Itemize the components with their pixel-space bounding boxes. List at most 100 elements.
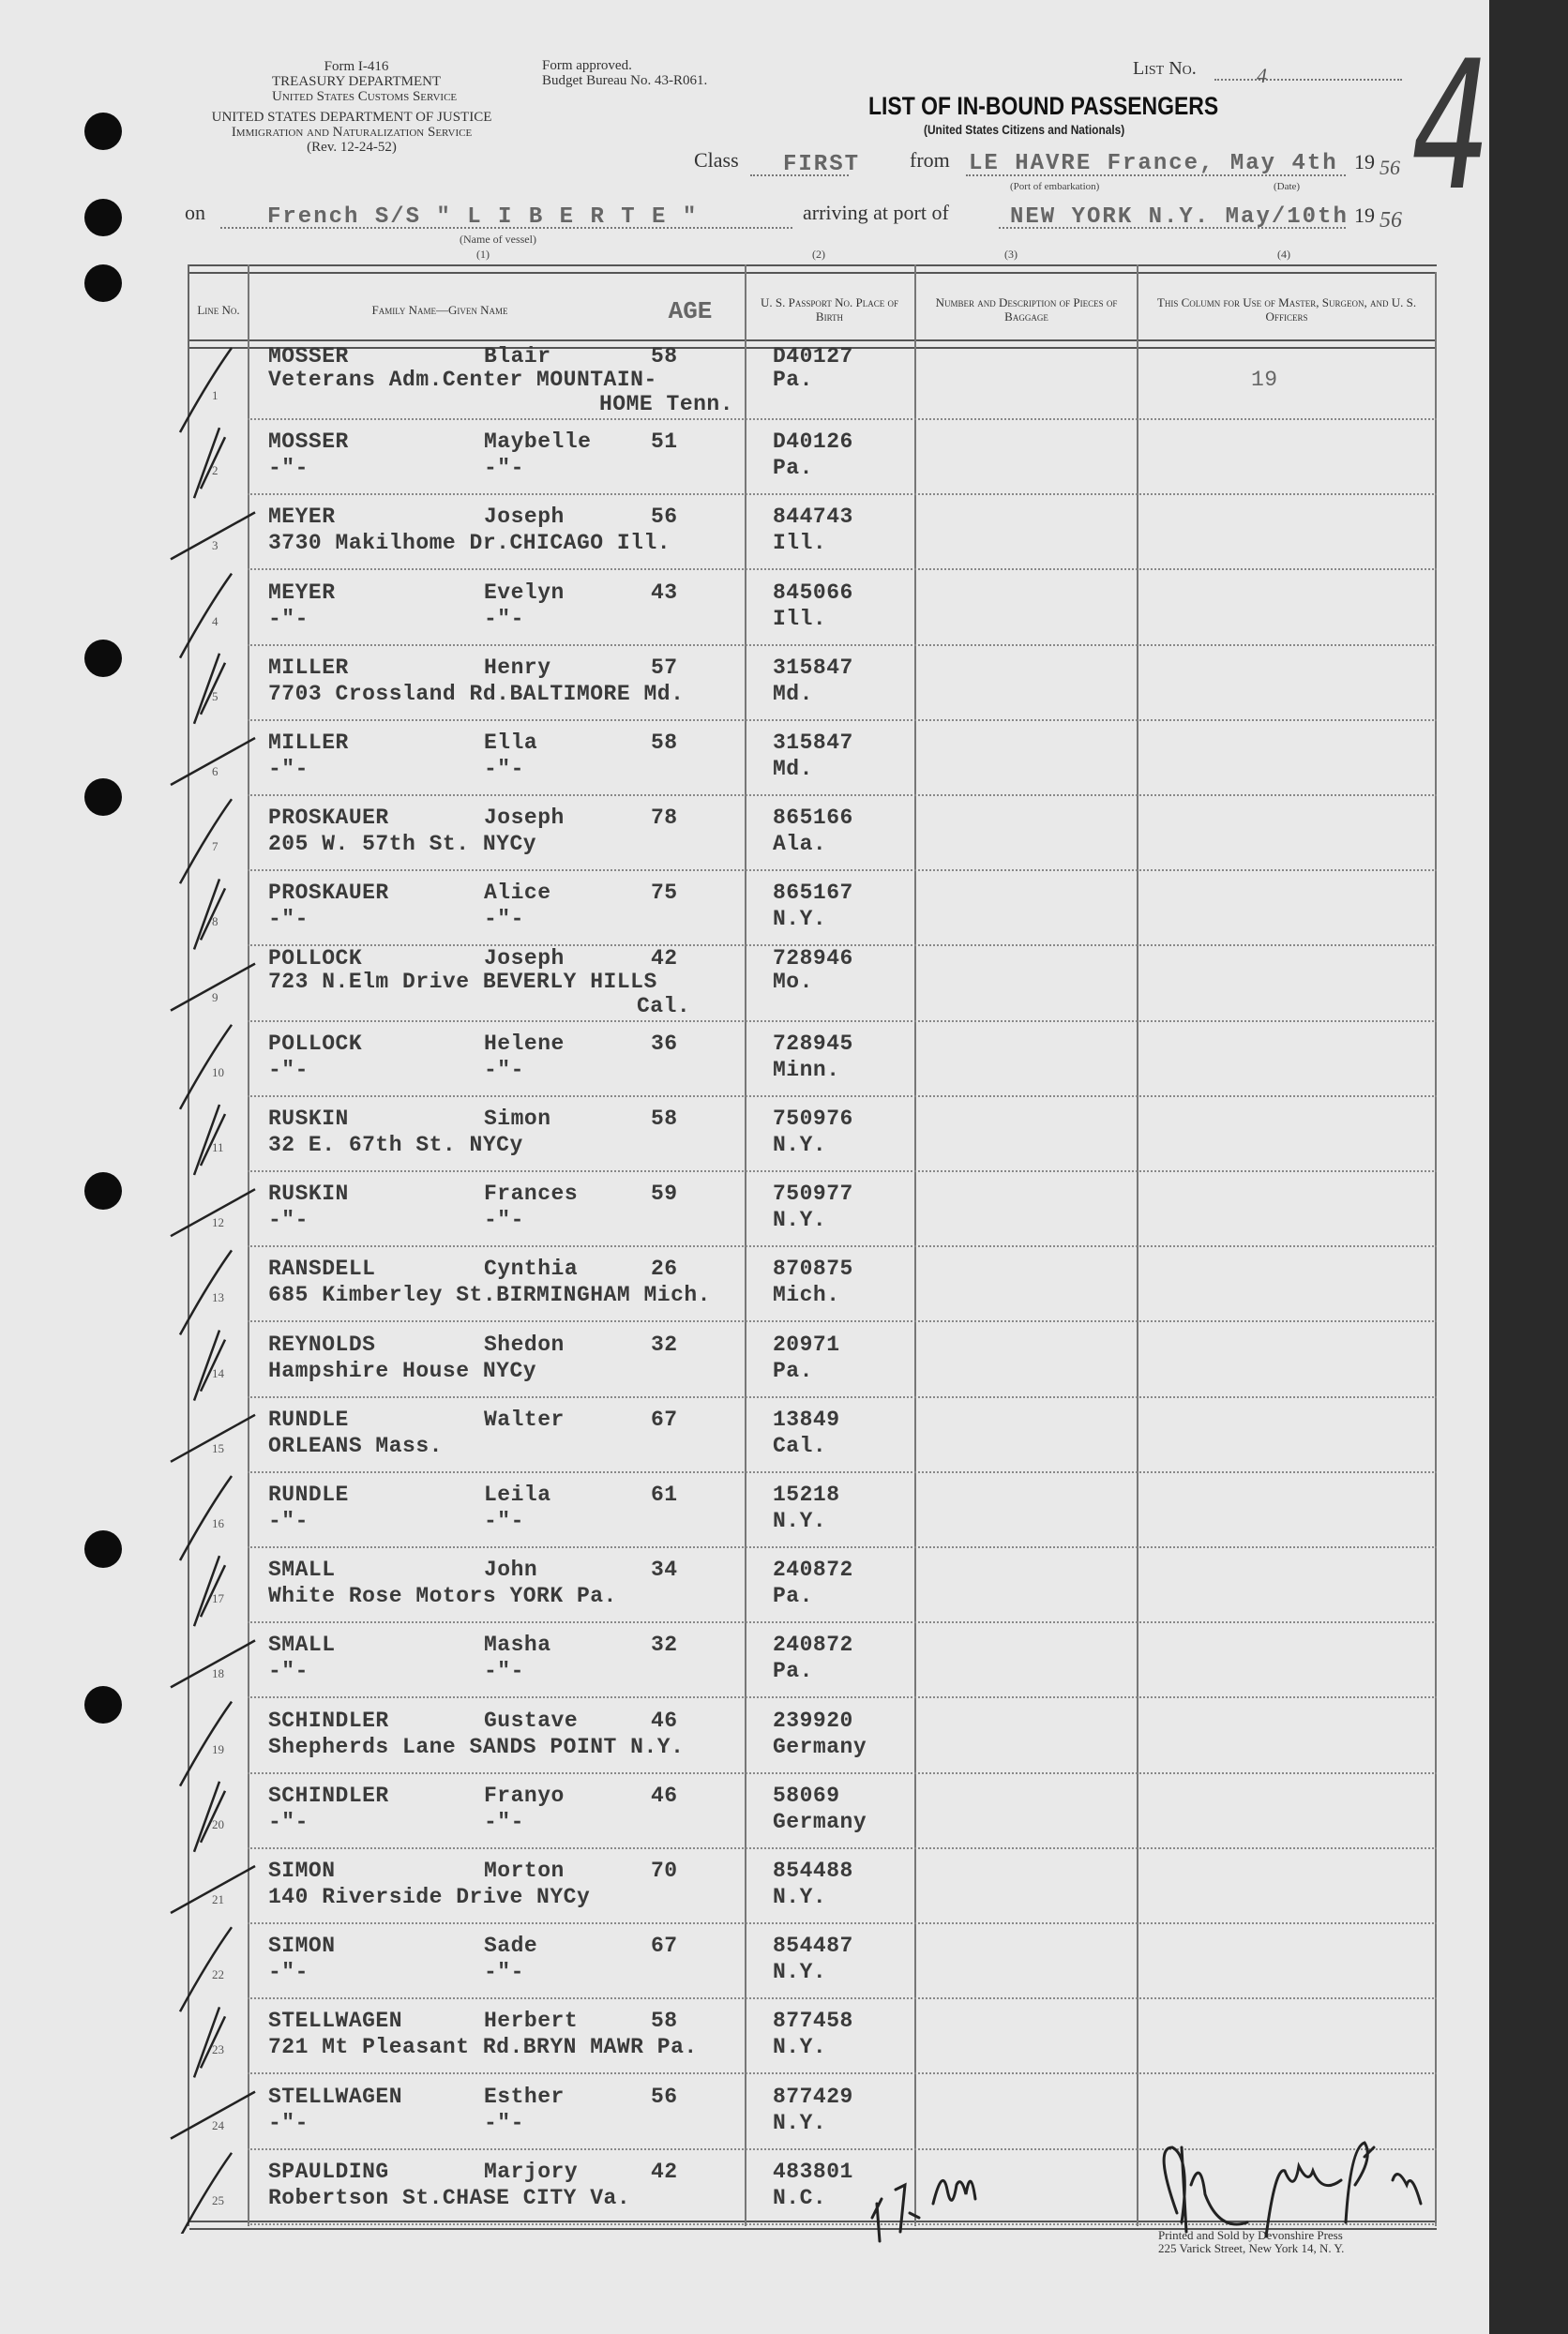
- age: 57: [651, 655, 678, 680]
- address: 32 E. 67th St. NYCy: [268, 1133, 523, 1157]
- given-name: Gustave: [484, 1708, 579, 1733]
- passport-number: 240872: [773, 1633, 853, 1658]
- table-row: SMALL Masha 32 240872 -"- -"- Pa. 18: [212, 1621, 1437, 1699]
- address: White Rose Motors YORK Pa.: [268, 1584, 617, 1609]
- check-mark: [170, 1639, 256, 1689]
- passport-number: 58069: [773, 1783, 840, 1808]
- given-name: Esther: [484, 2084, 565, 2109]
- family-name: RUNDLE: [268, 1483, 349, 1507]
- table-row: MEYER Evelyn 43 845066 -"- -"- Ill. 4: [212, 569, 1437, 646]
- page-subtitle: (United States Citizens and Nationals): [924, 122, 1125, 137]
- line-number: 11: [212, 1140, 224, 1154]
- age: 61: [651, 1483, 678, 1507]
- date-caption: (Date): [1274, 181, 1301, 192]
- family-name: RUNDLE: [268, 1407, 349, 1432]
- printer-imprint: Printed and Sold by Devonshire Press 225…: [1158, 2228, 1344, 2256]
- line-number: 14: [212, 1365, 224, 1380]
- check-mark: [180, 2152, 234, 2234]
- address: 723 N.Elm Drive BEVERLY HILLS: [268, 969, 657, 994]
- passport-number: 315847: [773, 730, 853, 755]
- punch-hole: [84, 1530, 122, 1568]
- address-continuation: Cal.: [637, 993, 691, 1018]
- list-no-value: 4: [1257, 64, 1267, 87]
- place-of-birth: Mo.: [773, 969, 813, 994]
- col-ref-2: (2): [812, 248, 825, 261]
- document-page: Form I-416 TREASURY DEPARTMENT United St…: [0, 0, 1491, 2334]
- check-mark: [170, 2090, 256, 2140]
- given-name: Leila: [484, 1483, 551, 1507]
- family-name: MOSSER: [268, 344, 349, 369]
- address: -"-: [268, 1509, 309, 1533]
- given-name-ditto: -"-: [484, 456, 524, 481]
- family-name: SIMON: [268, 1934, 336, 1959]
- family-name: POLLOCK: [268, 945, 363, 971]
- year-prefix: 19: [1354, 150, 1375, 173]
- table-row: POLLOCK Helene 36 728945 -"- -"- Minn. 10: [212, 1020, 1437, 1097]
- check-mark: [170, 962, 256, 1012]
- given-name: John: [484, 1558, 538, 1583]
- vessel-caption: (Name of vessel): [460, 233, 536, 246]
- handwritten-signatures: [870, 2141, 1423, 2243]
- given-name: Sade: [484, 1934, 538, 1959]
- line-number: 20: [212, 1816, 224, 1831]
- check-mark: [178, 572, 234, 659]
- budget-bureau: Budget Bureau No. 43-R061.: [542, 72, 708, 88]
- place-of-birth: Ala.: [773, 832, 827, 857]
- table-row: PROSKAUER Joseph 78 865166 205 W. 57th St. N…: [212, 794, 1437, 872]
- col-divider: [1435, 272, 1437, 2226]
- table-row: MILLER Ella 58 315847 -"- -"- Md. 6: [212, 719, 1437, 796]
- line-number: 1: [212, 388, 219, 402]
- address: -"-: [268, 907, 309, 932]
- given-name: Morton: [484, 1859, 565, 1883]
- check-mark: [192, 1781, 227, 1853]
- age: 32: [651, 1633, 678, 1658]
- age: 75: [651, 881, 678, 906]
- place-of-birth: N.Y.: [773, 1885, 827, 1909]
- ins-label: Immigration and Naturalization Service: [231, 124, 473, 140]
- line-number: 23: [212, 2042, 224, 2057]
- given-name: Simon: [484, 1107, 551, 1131]
- from-label: from: [910, 148, 950, 172]
- age: 36: [651, 1031, 678, 1056]
- table-row: MILLER Henry 57 315847 7703 Crossland Rd.BAL…: [212, 644, 1437, 721]
- address: -"-: [268, 1960, 309, 1985]
- family-name: PROSKAUER: [268, 806, 389, 831]
- passport-number: 239920: [773, 1708, 853, 1733]
- table-row: SMALL John 34 240872 White Rose Motors YORK …: [212, 1546, 1437, 1624]
- passport-number: 240872: [773, 1558, 853, 1583]
- punch-hole: [84, 1172, 122, 1210]
- address: -"-: [268, 606, 309, 631]
- line-number: 6: [212, 764, 219, 778]
- check-mark: [192, 1104, 227, 1176]
- place-of-birth: Pa.: [773, 456, 813, 481]
- place-of-birth: N.Y.: [773, 1208, 827, 1233]
- table-row: STELLWAGEN Herbert 58 877458 721 Mt Pleasant…: [212, 1997, 1437, 2075]
- check-mark: [192, 2006, 227, 2078]
- justice-label: UNITED STATES DEPARTMENT OF JUSTICE: [211, 110, 492, 125]
- col-ref-3: (3): [1004, 248, 1018, 261]
- col-ref-1: (1): [476, 248, 490, 261]
- age: 46: [651, 1708, 678, 1733]
- given-name: Cynthia: [484, 1257, 579, 1282]
- place-of-birth: Ill.: [773, 531, 827, 556]
- family-name: REYNOLDS: [268, 1332, 376, 1357]
- punch-hole: [84, 264, 122, 302]
- arriving-value: NEW YORK N.Y. May/10th: [1010, 204, 1349, 230]
- address: ORLEANS Mass.: [268, 1433, 443, 1458]
- place-of-birth: N.Y.: [773, 1960, 827, 1985]
- address: 721 Mt Pleasant Rd.BRYN MAWR Pa.: [268, 2035, 698, 2060]
- place-of-birth: Pa.: [773, 1659, 813, 1684]
- age: 26: [651, 1257, 678, 1282]
- address: -"-: [268, 1659, 309, 1684]
- col-divider: [248, 264, 249, 2226]
- form-approved: Form approved.: [542, 58, 632, 73]
- table-row: RANSDELL Cynthia 26 870875 685 Kimberley St.…: [212, 1245, 1437, 1323]
- given-name-ditto: -"-: [484, 606, 524, 631]
- given-name: Joseph: [484, 945, 565, 971]
- line-number: 18: [212, 1666, 224, 1681]
- line-number: 9: [212, 989, 219, 1004]
- officer-note: 19: [1251, 368, 1278, 392]
- place-of-birth: N.Y.: [773, 2110, 827, 2135]
- table-row: POLLOCK Joseph 42 728946 723 N.Elm Drive BEV…: [212, 945, 1437, 1022]
- given-name: Maybelle: [484, 429, 592, 455]
